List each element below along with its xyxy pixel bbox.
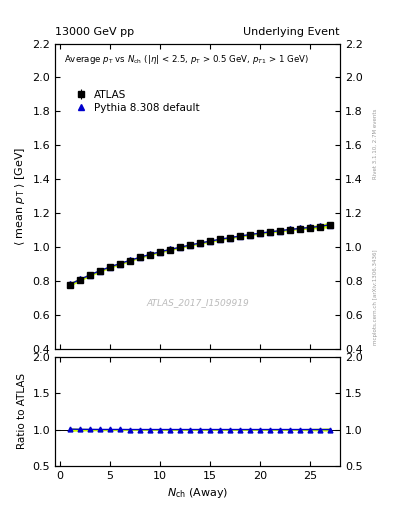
Text: Underlying Event: Underlying Event xyxy=(243,27,340,37)
Y-axis label: Ratio to ATLAS: Ratio to ATLAS xyxy=(17,373,27,450)
Text: mcplots.cern.ch [arXiv:1306.3436]: mcplots.cern.ch [arXiv:1306.3436] xyxy=(373,249,378,345)
Text: ATLAS_2017_I1509919: ATLAS_2017_I1509919 xyxy=(146,298,249,307)
Y-axis label: $\langle$ mean $p_\mathrm{T}$ $\rangle$ [GeV]: $\langle$ mean $p_\mathrm{T}$ $\rangle$ … xyxy=(13,146,27,246)
Text: Rivet 3.1.10, 2.7M events: Rivet 3.1.10, 2.7M events xyxy=(373,108,378,179)
Text: Average $p_\mathrm{T}$ vs $N_\mathrm{ch}$ ($|\eta|$ < 2.5, $p_\mathrm{T}$ > 0.5 : Average $p_\mathrm{T}$ vs $N_\mathrm{ch}… xyxy=(64,53,309,66)
Legend: ATLAS, Pythia 8.308 default: ATLAS, Pythia 8.308 default xyxy=(69,86,204,117)
Text: 13000 GeV pp: 13000 GeV pp xyxy=(55,27,134,37)
X-axis label: $N_\mathrm{ch}$ (Away): $N_\mathrm{ch}$ (Away) xyxy=(167,486,228,500)
